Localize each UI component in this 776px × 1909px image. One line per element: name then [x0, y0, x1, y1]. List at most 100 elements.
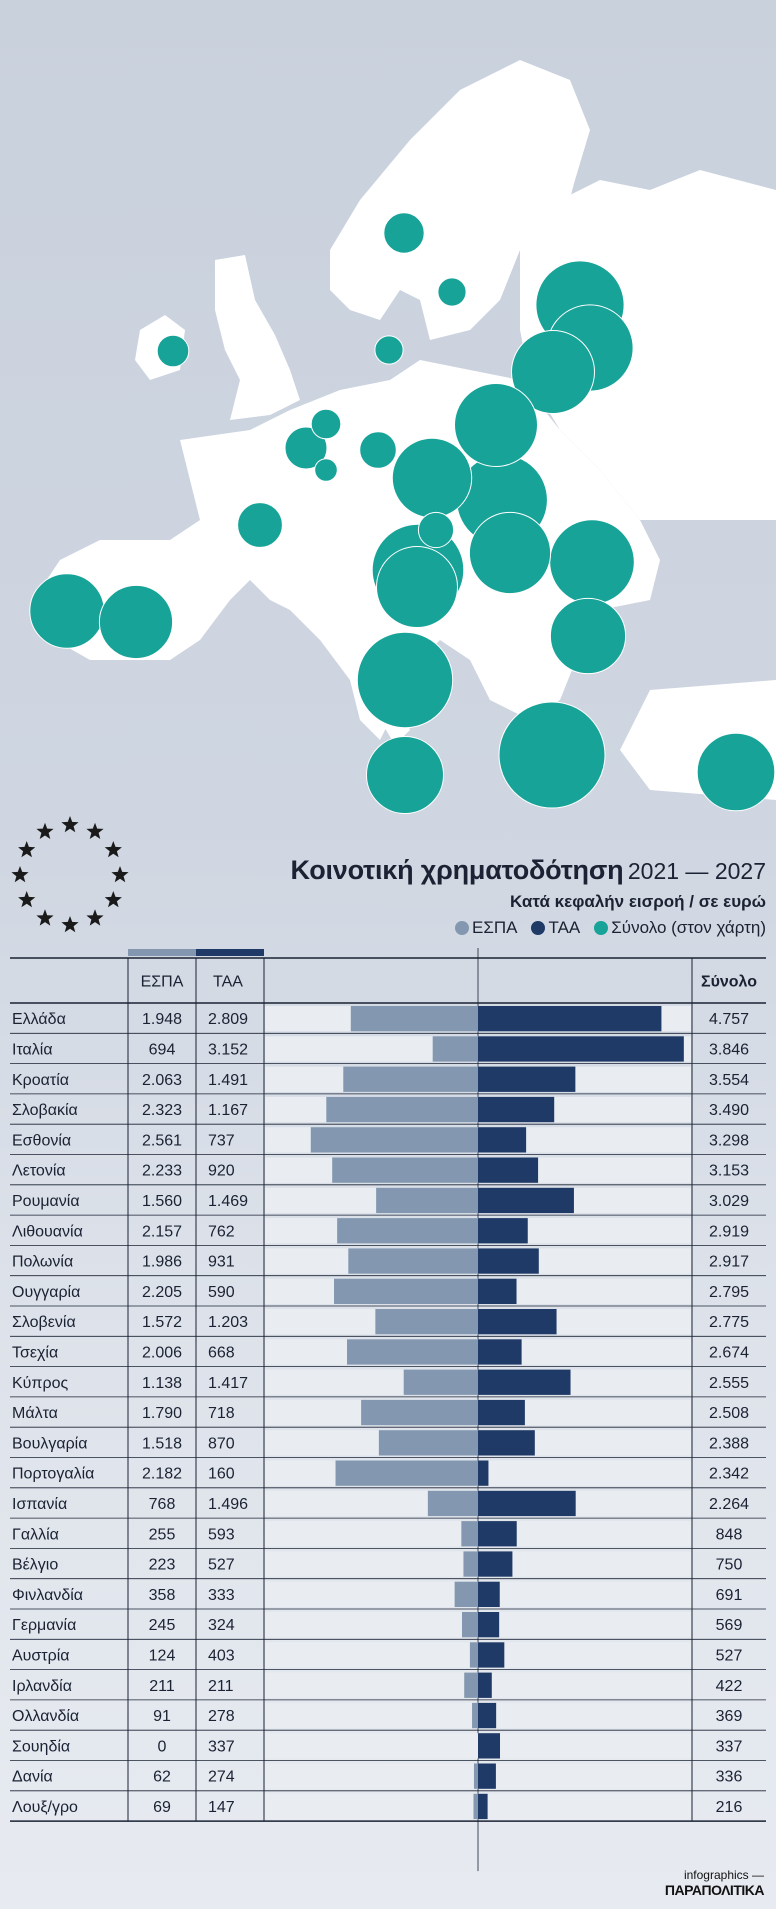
star-icon	[104, 841, 122, 858]
espa-value: 245	[149, 1617, 176, 1634]
table-row: Γερμανία 245 324 569	[12, 1612, 742, 1638]
map-bubble	[549, 597, 627, 675]
table-row: Σλοβενία 1.572 1.203 2.775	[12, 1309, 749, 1335]
total-value: 2.555	[709, 1375, 749, 1392]
espa-bar	[334, 1278, 478, 1304]
star-icon	[86, 822, 104, 839]
table-row: Πορτογαλία 2.182 160 2.342	[12, 1460, 749, 1486]
espa-bar	[347, 1339, 478, 1365]
total-value: 750	[716, 1557, 743, 1574]
taa-bar	[478, 1339, 522, 1365]
taa-value: 160	[208, 1466, 235, 1483]
table-row: Βέλγιο 223 527 750	[12, 1551, 743, 1577]
espa-bar	[343, 1066, 478, 1092]
espa-bar	[350, 1006, 478, 1032]
country-label: Εσθονία	[12, 1132, 71, 1149]
taa-bar	[478, 1521, 517, 1547]
total-value: 2.919	[709, 1223, 749, 1240]
table-row: Λουξ/γρο 69 147 216	[12, 1793, 742, 1820]
espa-value: 2.205	[142, 1284, 182, 1301]
table-row: Ολλανδία 91 278 369	[12, 1702, 742, 1729]
legend-dot-taa	[531, 921, 546, 935]
star-icon	[18, 841, 36, 858]
total-value: 2.342	[709, 1466, 749, 1483]
country-label: Κύπρος	[12, 1375, 68, 1392]
total-value: 2.674	[709, 1344, 749, 1361]
espa-bar	[403, 1369, 478, 1395]
map-bubble	[310, 408, 342, 440]
total-value: 2.508	[709, 1405, 749, 1422]
legend-label-espa: ΕΣΠΑ	[472, 918, 518, 937]
espa-bar	[337, 1218, 478, 1244]
country-label: Λετονία	[12, 1163, 66, 1180]
taa-header-swatch	[196, 949, 264, 956]
espa-bar	[454, 1581, 478, 1607]
table-row: Μάλτα 1.790 718 2.508	[12, 1399, 749, 1426]
map-bubble	[391, 437, 473, 519]
europe-map	[29, 60, 776, 814]
taa-value: 2.809	[208, 1011, 248, 1028]
map-bubble	[29, 573, 105, 649]
taa-value: 211	[208, 1678, 234, 1695]
country-label: Γερμανία	[12, 1617, 76, 1634]
taa-bar	[478, 1127, 527, 1153]
map-bubble	[156, 334, 190, 368]
total-value: 3.029	[709, 1193, 749, 1210]
country-label: Ιρλανδία	[12, 1678, 72, 1695]
espa-bar	[332, 1157, 478, 1183]
header-taa: ΤΑΑ	[213, 974, 243, 991]
taa-value: 278	[208, 1708, 235, 1725]
map-bubble	[383, 212, 425, 254]
table-row: Σουηδία 0 337 337	[12, 1733, 742, 1759]
espa-value: 2.233	[142, 1163, 182, 1180]
taa-value: 403	[208, 1647, 235, 1664]
espa-value: 1.986	[142, 1254, 182, 1271]
taa-value: 668	[208, 1344, 235, 1361]
table-row: Ισπανία 768 1.496 2.264	[12, 1490, 749, 1517]
taa-bar	[478, 1793, 488, 1820]
star-icon	[104, 891, 122, 908]
map-bubble	[356, 631, 454, 729]
taa-value: 931	[208, 1254, 235, 1271]
taa-value: 1.491	[208, 1072, 248, 1089]
espa-value: 2.157	[142, 1223, 182, 1240]
total-value: 4.757	[709, 1011, 749, 1028]
chart-subtitle: Κατά κεφαλήν εισροή / σε ευρώ	[510, 892, 766, 911]
taa-bar	[478, 1066, 576, 1092]
chart-title: Κοινοτική χρηματοδότηση 2021 — 2027	[291, 855, 766, 886]
espa-value: 1.518	[142, 1435, 182, 1452]
espa-bar	[473, 1793, 478, 1820]
taa-value: 333	[208, 1587, 235, 1604]
espa-value: 1.138	[142, 1375, 182, 1392]
taa-value: 527	[208, 1557, 235, 1574]
eu-stars-logo	[11, 816, 129, 933]
espa-value: 1.560	[142, 1193, 182, 1210]
star-icon	[61, 916, 79, 933]
espa-value: 69	[153, 1799, 171, 1816]
espa-value: 124	[149, 1647, 176, 1664]
taa-bar	[478, 1309, 557, 1335]
taa-bar	[478, 1763, 496, 1789]
country-label: Βέλγιο	[12, 1557, 58, 1574]
header-espa: ΕΣΠΑ	[141, 974, 184, 991]
country-label: Ρουμανία	[12, 1193, 80, 1210]
total-value: 3.298	[709, 1132, 749, 1149]
country-label: Πολωνία	[12, 1254, 73, 1271]
total-value: 848	[716, 1526, 743, 1543]
title-years: 2021 — 2027	[627, 858, 766, 884]
legend-item-espa: ΕΣΠΑ	[455, 918, 517, 938]
map-bubble	[366, 736, 444, 814]
table-row: Λετονία 2.233 920 3.153	[12, 1157, 749, 1183]
map-bubble	[696, 732, 776, 812]
espa-value: 2.182	[142, 1466, 182, 1483]
espa-value: 2.006	[142, 1344, 182, 1361]
header-total: Σύνολο	[701, 974, 757, 991]
taa-bar	[478, 1278, 517, 1304]
taa-bar	[478, 1642, 505, 1668]
espa-value: 768	[149, 1496, 176, 1513]
country-label: Αυστρία	[12, 1647, 70, 1664]
table-structure: ΕΣΠΑ ΤΑΑ Σύνολο	[10, 948, 766, 1872]
table-row: Ιταλία 694 3.152 3.846	[12, 1036, 749, 1062]
map-bubble	[511, 330, 595, 414]
star-icon	[18, 891, 36, 908]
